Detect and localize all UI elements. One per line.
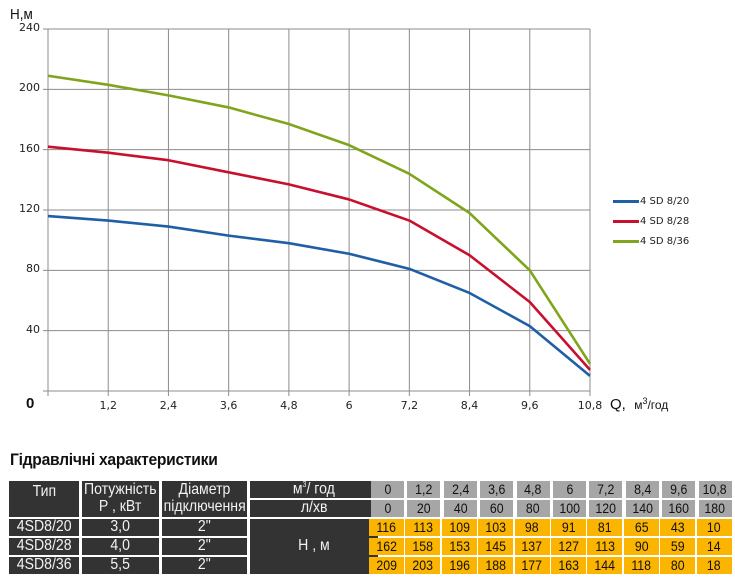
flow-lmin-cell: 160 — [662, 500, 696, 517]
row-type: 4SD8/28 — [9, 537, 79, 555]
flow-m3h-cell: 8,4 — [625, 481, 659, 498]
head-value-cell: 196 — [441, 557, 477, 574]
head-value-cell: 98 — [514, 519, 550, 536]
legend-label: 4 SD 8/28 — [640, 215, 690, 227]
x-tick-label: 1,2 — [99, 399, 117, 412]
head-value-cell: 113 — [587, 538, 623, 555]
x-tick-label: 10,8 — [577, 399, 603, 412]
y-tick-label: 240 — [19, 21, 40, 34]
flow-lmin-cell: 120 — [589, 500, 623, 517]
y-tick-label: 160 — [19, 141, 40, 155]
row-power: 3,0 — [82, 518, 159, 536]
x-tick-label: 9,6 — [521, 399, 539, 412]
head-value-cell: 81 — [587, 519, 623, 536]
head-value-cell: 113 — [405, 519, 441, 536]
row-diameter: 2" — [162, 537, 247, 555]
flow-m3h-cell: 4,8 — [516, 481, 550, 498]
head-value-cell: 127 — [551, 538, 586, 555]
head-value-cell: 209 — [369, 557, 404, 574]
x-tick-label: 3,6 — [219, 399, 238, 412]
flow-lmin-cell: 20 — [407, 500, 441, 517]
header-flow-m3h: м3/ год — [250, 480, 378, 498]
header-type: Тип — [9, 481, 79, 517]
y-tick-label: 40 — [26, 322, 40, 336]
flow-m3h-cell: 9,6 — [662, 481, 696, 498]
origin-label: 0 — [26, 395, 35, 412]
header-power: Потужність P , кВт — [82, 481, 159, 517]
head-value-cell: 145 — [478, 538, 514, 555]
x-tick-label: 4,8 — [280, 399, 298, 412]
legend-label: 4 SD 8/36 — [640, 235, 690, 247]
head-value-cell: 59 — [660, 538, 696, 555]
legend-item: 4 SD 8/36 — [613, 231, 689, 251]
x-tick-label: 2,4 — [159, 399, 178, 412]
header-head: H , м — [250, 519, 378, 574]
head-value-cell: 14 — [696, 538, 732, 555]
head-value-cell: 116 — [369, 519, 404, 536]
chart-plot-area — [43, 28, 592, 396]
y-tick-label: 200 — [19, 81, 40, 95]
head-value-cell: 137 — [514, 538, 550, 555]
row-diameter: 2" — [162, 556, 247, 574]
y-tick-label: 120 — [19, 202, 40, 215]
chart-legend: 4 SD 8/20 4 SD 8/28 4 SD 8/36 — [613, 191, 689, 251]
x-tick-label: 7,2 — [400, 399, 419, 412]
flow-m3h-cell: 7,2 — [589, 481, 623, 498]
flow-m3h-cell: 0 — [371, 481, 404, 498]
y-tick-label: 80 — [26, 262, 40, 276]
head-value-cell: 103 — [478, 519, 514, 536]
legend-swatch-icon — [613, 199, 639, 203]
row-diameter: 2" — [162, 518, 247, 536]
legend-swatch-icon — [613, 219, 639, 223]
head-value-cell: 43 — [660, 519, 696, 536]
head-value-cell: 80 — [660, 557, 696, 574]
header-flow-lmin: л/хв — [250, 499, 378, 517]
head-value-cell: 163 — [551, 557, 586, 574]
flow-lmin-cell: 60 — [480, 500, 514, 517]
legend-label: 4 SD 8/20 — [640, 195, 690, 207]
row-power: 4,0 — [82, 537, 159, 555]
flow-m3h-cell: 6 — [553, 481, 586, 498]
legend-item: 4 SD 8/28 — [613, 211, 689, 231]
series-line-3 — [47, 74, 592, 365]
series-line-2 — [47, 145, 591, 371]
head-value-cell: 162 — [369, 538, 404, 555]
head-value-cell: 158 — [405, 538, 441, 555]
flow-lmin-cell: 0 — [371, 500, 404, 517]
head-value-cell: 90 — [623, 538, 659, 555]
flow-m3h-cell: 10,8 — [698, 481, 732, 498]
head-value-cell: 153 — [441, 538, 477, 555]
head-value-cell: 109 — [441, 519, 477, 536]
header-diameter: Діаметр підключення — [162, 481, 247, 517]
x-axis-title: Q, м3/год — [610, 396, 669, 413]
flow-lmin-cell: 80 — [516, 500, 550, 517]
head-value-cell: 177 — [514, 557, 550, 574]
head-value-cell: 144 — [587, 557, 623, 574]
head-value-cell: 91 — [551, 519, 586, 536]
flow-lmin-cell: 100 — [553, 500, 586, 517]
x-tick-label: 8,4 — [460, 399, 479, 412]
head-value-cell: 65 — [623, 519, 659, 536]
flow-m3h-cell: 1,2 — [407, 481, 441, 498]
flow-m3h-cell: 2,4 — [443, 481, 477, 498]
flow-lmin-cell: 140 — [625, 500, 659, 517]
legend-swatch-icon — [613, 239, 639, 243]
series-line-1 — [47, 214, 591, 377]
head-value-cell: 188 — [478, 557, 514, 574]
head-value-cell: 118 — [623, 557, 659, 574]
head-value-cell: 18 — [696, 557, 732, 574]
head-value-cell: 10 — [696, 519, 732, 536]
flow-m3h-cell: 3,6 — [480, 481, 514, 498]
x-tick-label: 6 — [345, 399, 353, 412]
pump-performance-chart: H,м 240 200 160 120 80 40 1,2 2,4 3,6 4,8 6 7,2 8,4… — [10, 6, 689, 413]
flow-lmin-cell: 40 — [443, 500, 477, 517]
legend-item: 4 SD 8/20 — [613, 191, 689, 211]
head-value-cell: 203 — [405, 557, 441, 574]
flow-lmin-cell: 180 — [698, 500, 732, 517]
section-title: Гідравлічні характеристики — [10, 450, 218, 469]
row-power: 5,5 — [82, 556, 159, 574]
row-type: 4SD8/36 — [9, 556, 79, 574]
row-type: 4SD8/20 — [9, 518, 79, 536]
y-axis-title: H,м — [10, 6, 33, 23]
